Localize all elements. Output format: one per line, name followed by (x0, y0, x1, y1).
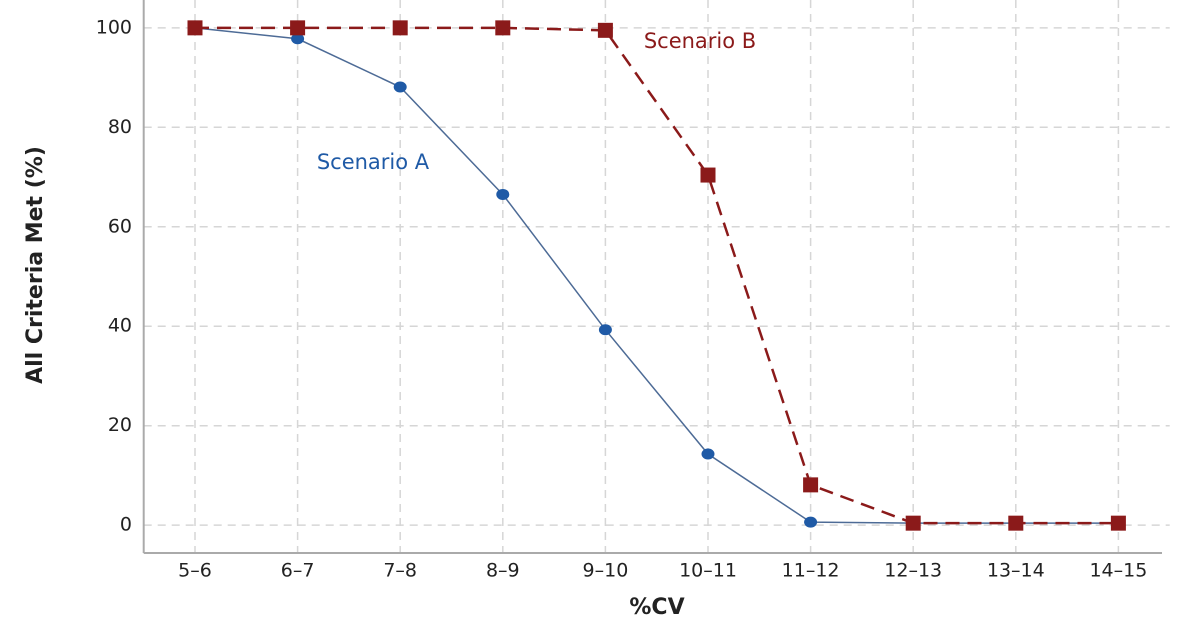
y-tick-label: 20 (108, 414, 132, 436)
y-tick-label: 80 (108, 116, 132, 138)
series-line (195, 26, 1119, 525)
data-point (1110, 515, 1126, 531)
series-label: Scenario A (317, 150, 430, 174)
x-tick-label: 7–8 (383, 560, 417, 582)
data-point (495, 20, 511, 36)
x-tick-label: 9–10 (583, 560, 629, 582)
x-tick-label: 12–13 (884, 560, 942, 582)
data-point (598, 324, 612, 336)
series-line (194, 27, 1119, 524)
data-point (496, 188, 510, 200)
y-axis-label: All Criteria Met (%) (23, 146, 48, 384)
data-point (291, 33, 305, 45)
data-point (393, 81, 407, 93)
data-point (392, 20, 408, 36)
data-point (700, 167, 716, 183)
x-tick-label: 14–15 (1089, 560, 1147, 582)
data-point (804, 516, 818, 528)
x-tick-label: 13–14 (987, 560, 1045, 582)
data-point (1008, 515, 1024, 531)
series (187, 20, 1126, 531)
data-point (803, 477, 819, 493)
data-point (187, 20, 203, 36)
data-point (701, 448, 715, 460)
x-tick-label: 5–6 (178, 560, 212, 582)
y-tick-label: 100 (96, 16, 132, 38)
x-tick-label: 8–9 (486, 560, 520, 582)
x-axis-label: %CV (629, 595, 684, 620)
data-point (597, 22, 613, 38)
y-tick-label: 40 (108, 315, 132, 337)
series (188, 22, 1125, 529)
data-point (905, 515, 921, 531)
y-tick-label: 0 (120, 514, 132, 536)
x-tick-label: 6–7 (281, 560, 315, 582)
x-tick-label: 10–11 (679, 560, 737, 582)
series-label: Scenario B (644, 29, 756, 53)
x-tick-label: 11–12 (782, 560, 840, 582)
data-point (290, 20, 306, 36)
y-tick-label: 60 (108, 215, 132, 237)
